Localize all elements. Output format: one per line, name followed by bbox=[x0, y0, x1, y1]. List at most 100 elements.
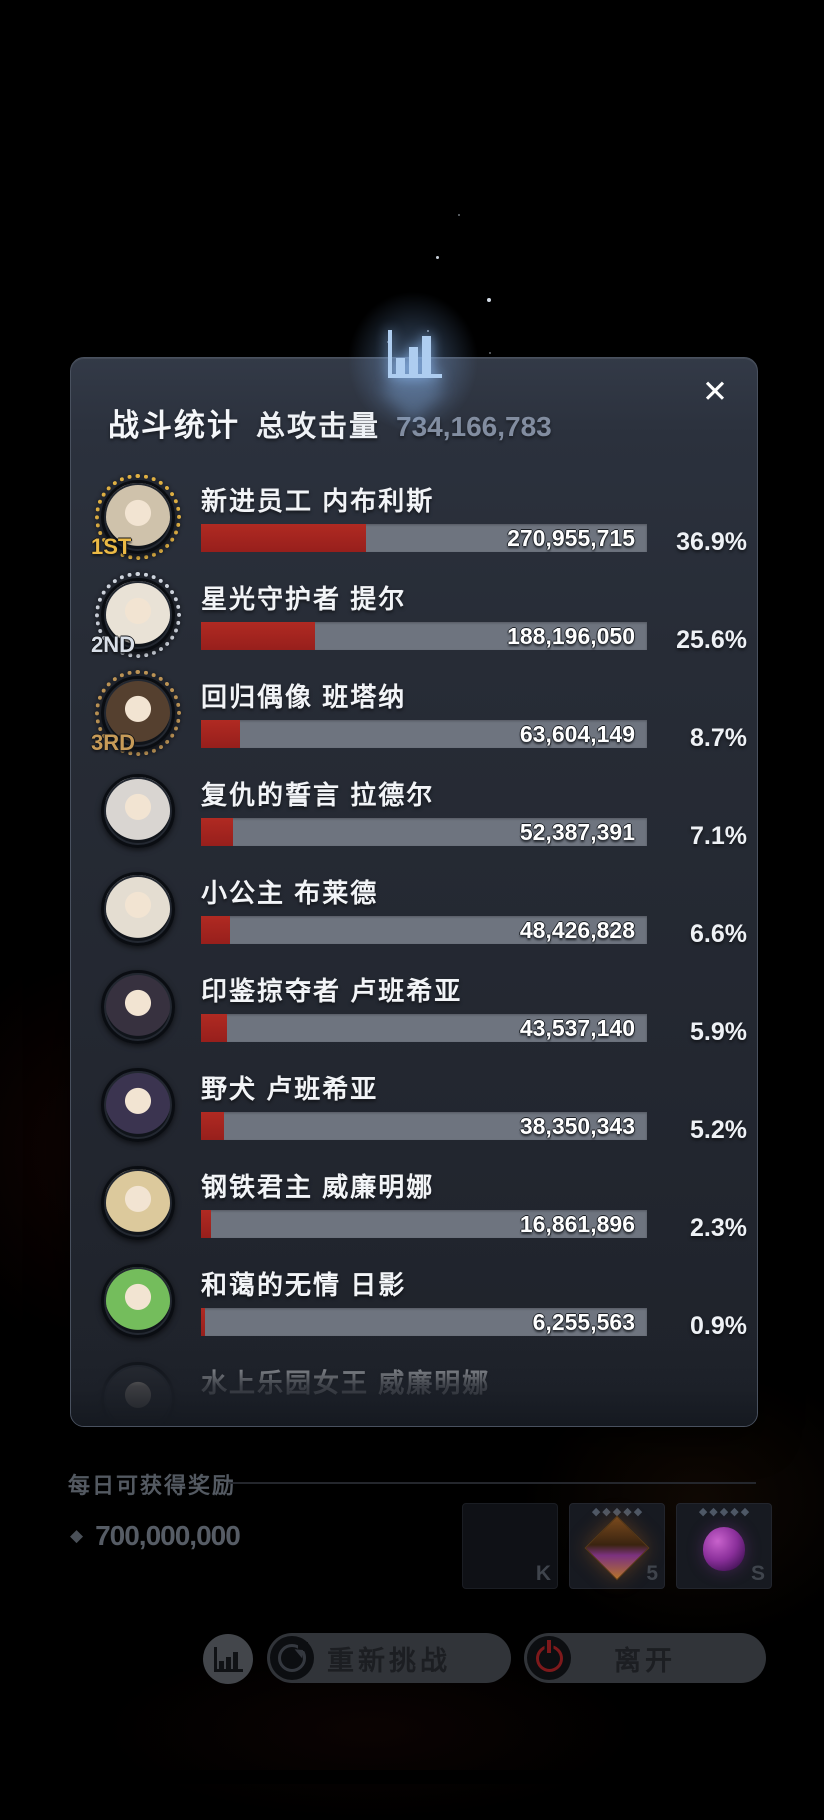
rarity-pips: ◆ ◆ ◆ ◆ ◆ bbox=[677, 1506, 771, 1518]
avatar bbox=[101, 480, 175, 554]
panel-bottom-fade bbox=[71, 1338, 757, 1426]
damage-bar-fill bbox=[201, 720, 240, 748]
avatar bbox=[101, 1264, 175, 1338]
damage-value: 6,255,563 bbox=[532, 1309, 635, 1335]
reward-item-icon bbox=[584, 1515, 650, 1581]
stats-row: 1ST 新进员工 内布利斯 270,955,715 36.9% bbox=[71, 474, 757, 578]
pip-diamond-icon: ◆ bbox=[709, 1506, 718, 1518]
rank-badge: 2ND bbox=[91, 632, 136, 657]
pip-diamond-icon: ◆ bbox=[730, 1506, 739, 1518]
daily-reward-amount: ◆ 700,000,000 bbox=[70, 1520, 241, 1552]
stats-row: 野犬 卢班希亚 38,350,343 5.2% bbox=[71, 1068, 757, 1166]
power-icon bbox=[527, 1636, 571, 1680]
reward-tile: ◆ ◆ ◆ ◆ ◆ S bbox=[676, 1503, 772, 1589]
stats-rows[interactable]: 1ST 新进员工 内布利斯 270,955,715 36.9% 2ND 星光守护… bbox=[71, 474, 757, 1426]
rarity-pips: ◆ ◆ ◆ ◆ ◆ bbox=[570, 1506, 664, 1518]
pip-diamond-icon: ◆ bbox=[612, 1506, 622, 1518]
damage-value: 188,196,050 bbox=[507, 623, 635, 649]
reward-amount-value: 700,000,000 bbox=[95, 1520, 241, 1551]
laurel-wreath-icon bbox=[95, 474, 181, 560]
avatar-wrap bbox=[101, 970, 175, 1044]
damage-bar-fill bbox=[201, 524, 366, 552]
damage-bar: 52,387,391 bbox=[201, 818, 647, 846]
bar-chart-icon bbox=[388, 330, 442, 378]
damage-bar: 6,255,563 bbox=[201, 1308, 647, 1336]
avatar bbox=[101, 774, 175, 848]
leave-button[interactable]: 离开 bbox=[524, 1633, 766, 1683]
damage-bar-fill bbox=[201, 916, 231, 944]
avatar bbox=[101, 1166, 175, 1240]
stats-button[interactable] bbox=[203, 1634, 253, 1684]
bottom-black-strip bbox=[0, 1770, 824, 1784]
reward-tiles: K ◆ ◆ ◆ ◆ ◆ 5 ◆ ◆ ◆ ◆ ◆ S bbox=[462, 1503, 772, 1589]
damage-value: 38,350,343 bbox=[519, 1113, 635, 1139]
damage-percent: 25.6% bbox=[676, 626, 747, 654]
row-main: 星光守护者 提尔 188,196,050 bbox=[201, 578, 757, 650]
stats-row: 复仇的誓言 拉德尔 52,387,391 7.1% bbox=[71, 774, 757, 872]
avatar-wrap: 1ST bbox=[91, 474, 181, 560]
rank-badge: 1ST bbox=[91, 534, 132, 559]
row-name: 回归偶像 班塔纳 bbox=[201, 682, 407, 712]
leave-button-label: 离开 bbox=[614, 1645, 676, 1676]
row-name: 和蔼的无情 日影 bbox=[201, 1270, 407, 1300]
damage-bar-fill bbox=[201, 818, 233, 846]
row-name: 复仇的誓言 拉德尔 bbox=[201, 780, 435, 810]
damage-value: 270,955,715 bbox=[507, 525, 635, 551]
avatar bbox=[101, 676, 175, 750]
row-name: 钢铁君主 威廉明娜 bbox=[201, 1172, 435, 1202]
laurel-wreath-icon bbox=[95, 670, 181, 756]
damage-value: 43,537,140 bbox=[519, 1015, 635, 1041]
pip-diamond-icon: ◆ bbox=[740, 1506, 750, 1518]
total-attack-label: 总攻击量 bbox=[256, 411, 381, 443]
row-main: 复仇的誓言 拉德尔 52,387,391 bbox=[201, 774, 757, 846]
total-attack-value: 734,166,783 bbox=[396, 411, 552, 443]
bar-chart-icon bbox=[213, 1646, 243, 1672]
damage-value: 48,426,828 bbox=[519, 917, 635, 943]
row-main: 和蔼的无情 日影 6,255,563 bbox=[201, 1264, 757, 1336]
panel-header: 战斗统计 总攻击量 734,166,783 bbox=[108, 400, 552, 445]
star-dot bbox=[489, 352, 491, 354]
star-dot bbox=[436, 256, 439, 259]
damage-value: 63,604,149 bbox=[519, 721, 635, 747]
reward-tile: ◆ ◆ ◆ ◆ ◆ 5 bbox=[569, 1503, 665, 1589]
diamond-icon: ◆ bbox=[70, 1526, 84, 1545]
avatar-wrap: 3RD bbox=[91, 670, 181, 756]
damage-percent: 36.9% bbox=[676, 528, 747, 556]
row-name: 星光守护者 提尔 bbox=[201, 584, 407, 614]
damage-bar: 38,350,343 bbox=[201, 1112, 647, 1140]
reward-tile: K bbox=[462, 1503, 558, 1589]
damage-value: 52,387,391 bbox=[519, 819, 635, 845]
damage-bar-fill bbox=[201, 1112, 225, 1140]
damage-bar: 43,537,140 bbox=[201, 1014, 647, 1042]
damage-percent: 5.2% bbox=[690, 1116, 747, 1144]
avatar bbox=[101, 578, 175, 652]
row-name: 小公主 布莱德 bbox=[201, 878, 379, 908]
retry-button[interactable]: 重新挑战 bbox=[267, 1633, 511, 1683]
avatar-wrap bbox=[101, 1264, 175, 1338]
refresh-icon bbox=[270, 1636, 314, 1680]
avatar bbox=[101, 872, 175, 946]
damage-bar: 48,426,828 bbox=[201, 916, 647, 944]
damage-bar: 16,861,896 bbox=[201, 1210, 647, 1238]
damage-percent: 8.7% bbox=[690, 724, 747, 752]
row-main: 新进员工 内布利斯 270,955,715 bbox=[201, 480, 757, 552]
row-main: 野犬 卢班希亚 38,350,343 bbox=[201, 1068, 757, 1140]
damage-percent: 5.9% bbox=[690, 1018, 747, 1046]
battle-stats-panel: 战斗统计 总攻击量 734,166,783 ✕ 1ST 新进员工 内布利斯 27… bbox=[70, 357, 758, 1427]
damage-percent: 2.3% bbox=[690, 1214, 747, 1242]
close-icon[interactable]: ✕ bbox=[702, 374, 728, 409]
damage-bar-fill bbox=[201, 1014, 228, 1042]
row-main: 钢铁君主 威廉明娜 16,861,896 bbox=[201, 1166, 757, 1238]
row-main: 小公主 布莱德 48,426,828 bbox=[201, 872, 757, 944]
divider bbox=[228, 1482, 756, 1484]
damage-bar: 188,196,050 bbox=[201, 622, 647, 650]
daily-reward-label: 每日可获得奖励 bbox=[68, 1473, 237, 1498]
damage-percent: 6.6% bbox=[690, 920, 747, 948]
damage-percent: 0.9% bbox=[690, 1312, 747, 1340]
stats-row: 2ND 星光守护者 提尔 188,196,050 25.6% bbox=[71, 572, 757, 676]
retry-button-label: 重新挑战 bbox=[327, 1645, 451, 1676]
avatar-wrap bbox=[101, 1166, 175, 1240]
damage-bar-fill bbox=[201, 622, 316, 650]
avatar-wrap bbox=[101, 1068, 175, 1142]
damage-bar-fill bbox=[201, 1308, 205, 1336]
